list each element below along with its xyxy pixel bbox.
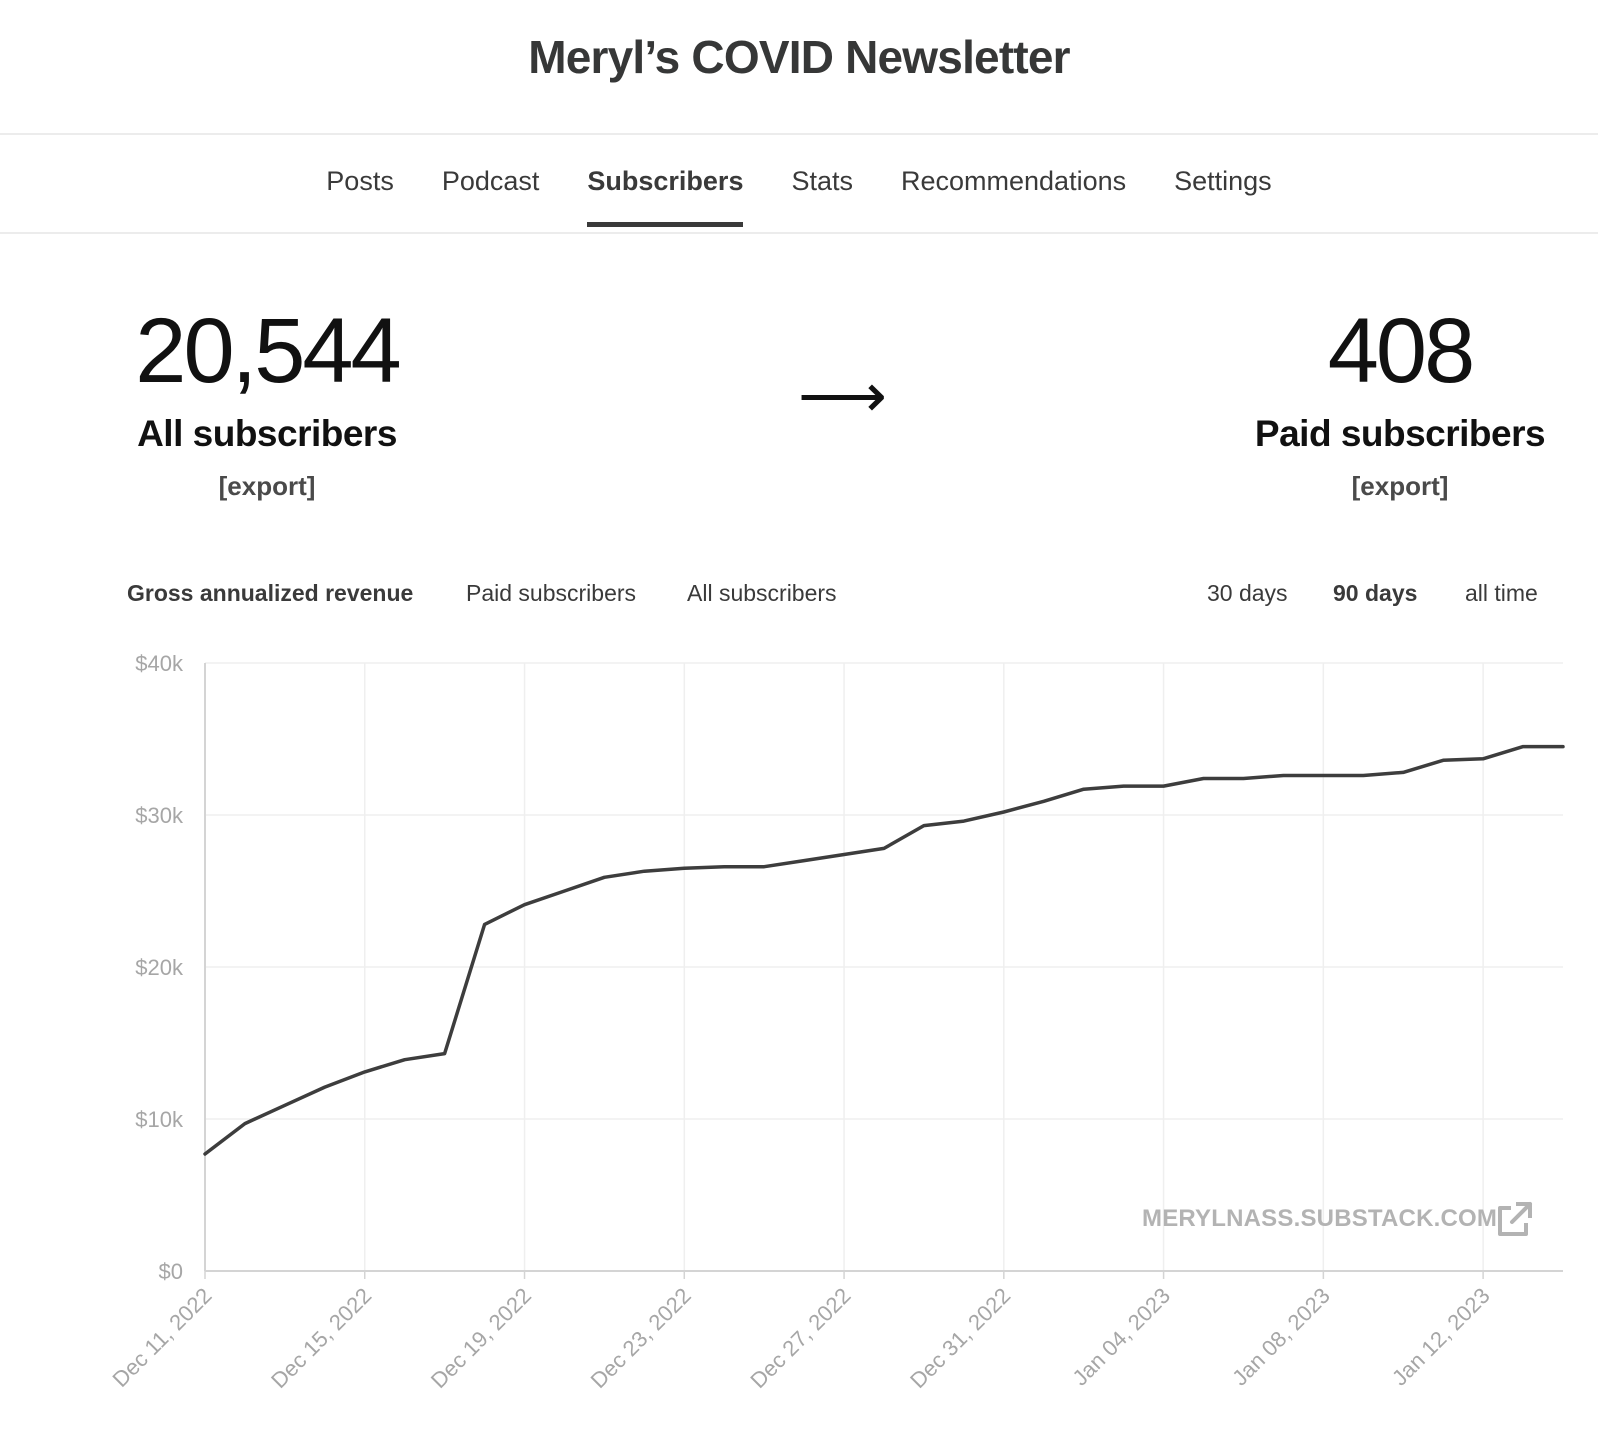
tab-settings[interactable]: Settings <box>1174 166 1272 196</box>
metric-paid-subscribers[interactable]: Paid subscribers <box>466 580 637 606</box>
y-tick-label: $0 <box>159 1259 183 1284</box>
y-tick-label: $30k <box>135 803 184 828</box>
all-subscribers-count: 20,544 <box>135 300 401 402</box>
x-tick-label: Dec 23, 2022 <box>586 1283 696 1393</box>
metric-all-subscribers[interactable]: All subscribers <box>687 580 837 606</box>
publication-title: Meryl’s COVID Newsletter <box>528 31 1070 83</box>
revenue-line-chart: $0 $10k $20k $30k $40k Dec 11, 2022 Dec 15, 20… <box>107 651 1565 1393</box>
range-90-days[interactable]: 90 days <box>1333 580 1418 606</box>
tab-subscribers[interactable]: Subscribers <box>587 166 744 227</box>
range-30-days[interactable]: 30 days <box>1207 580 1288 606</box>
x-tick-label: Jan 08, 2023 <box>1227 1283 1335 1391</box>
tab-recommendations[interactable]: Recommendations <box>901 166 1127 196</box>
export-all-link[interactable]: [export] <box>218 471 316 501</box>
all-subscribers-label: All subscribers <box>137 413 397 454</box>
export-paid-link[interactable]: [export] <box>1351 471 1449 501</box>
tab-podcast[interactable]: Podcast <box>441 166 540 196</box>
y-tick-label: $20k <box>135 955 184 980</box>
x-tick-label: Dec 19, 2022 <box>426 1283 536 1393</box>
nav-divider <box>0 232 1598 234</box>
y-tick-label: $10k <box>135 1107 184 1132</box>
tab-posts[interactable]: Posts <box>326 166 394 196</box>
revenue-series-line <box>203 744 1565 1156</box>
substack-url-watermark: MERYLNASS.SUBSTACK.COM <box>1142 1205 1498 1232</box>
metric-gross-revenue[interactable]: Gross annualized revenue <box>127 580 414 606</box>
main-nav: Posts Podcast Subscribers Stats Recommen… <box>0 166 1598 227</box>
tab-stats[interactable]: Stats <box>791 166 853 196</box>
x-tick-label: Dec 31, 2022 <box>905 1283 1015 1393</box>
x-tick-label: Dec 15, 2022 <box>266 1283 376 1393</box>
paid-subscribers-metric: 408 Paid subscribers [export] <box>1230 305 1570 502</box>
x-tick-label: Jan 04, 2023 <box>1067 1283 1175 1391</box>
arrow-icon: ⟶ <box>798 362 887 431</box>
y-tick-label: $40k <box>135 651 184 676</box>
x-tick-label: Dec 11, 2022 <box>107 1283 216 1392</box>
paid-subscribers-count: 408 <box>1327 300 1476 402</box>
paid-subscribers-label: Paid subscribers <box>1254 413 1546 454</box>
all-subscribers-metric: 20,544 All subscribers [export] <box>107 305 427 502</box>
range-all-time[interactable]: all time <box>1465 580 1538 606</box>
x-tick-label: Dec 27, 2022 <box>745 1283 855 1393</box>
x-tick-label: Jan 12, 2023 <box>1387 1283 1495 1391</box>
header-divider <box>0 133 1598 135</box>
external-link-icon[interactable] <box>1494 1200 1534 1240</box>
